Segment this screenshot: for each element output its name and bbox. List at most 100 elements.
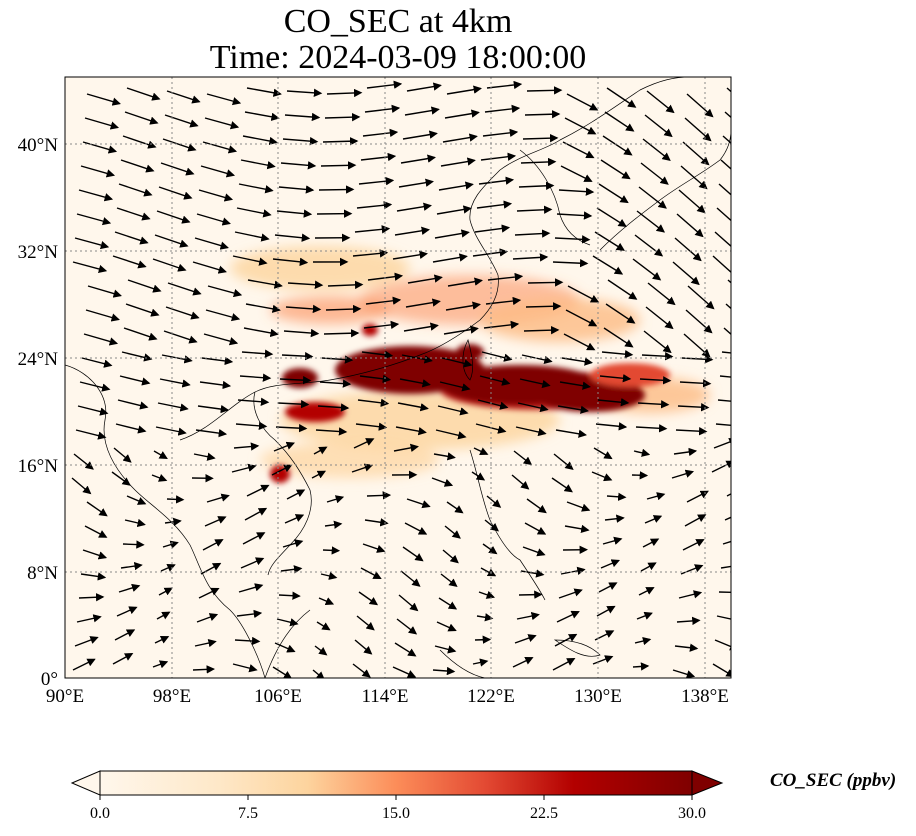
wind-arrow <box>484 519 499 532</box>
wind-arrow <box>483 320 520 329</box>
wind-arrow <box>198 189 234 202</box>
wind-arrow <box>442 549 459 564</box>
wind-arrow <box>636 611 653 620</box>
wind-arrow <box>206 493 230 503</box>
wind-arrow <box>357 398 390 407</box>
wind-arrow <box>486 80 523 90</box>
wind-arrow <box>197 404 230 414</box>
wind-arrow <box>678 189 706 214</box>
wind-arrow <box>472 658 489 667</box>
wind-arrow <box>711 460 731 473</box>
wind-arrow <box>436 621 457 632</box>
wind-arrow <box>602 536 623 545</box>
lat-tick-24: 24°N <box>18 349 59 370</box>
wind-arrow <box>637 400 670 409</box>
wind-arrow <box>276 618 299 627</box>
wind-arrow <box>478 176 515 185</box>
wind-arrow <box>674 237 702 262</box>
wind-arrow <box>604 514 625 523</box>
wind-arrow <box>526 498 547 514</box>
wind-arrow <box>672 261 700 286</box>
wind-arrow <box>599 374 632 383</box>
wind-arrow <box>680 165 708 190</box>
wind-arrow <box>714 231 731 248</box>
wind-arrow <box>671 469 695 479</box>
wind-arrow <box>684 117 712 142</box>
wind-arrow <box>640 562 657 572</box>
wind-arrow <box>397 402 429 412</box>
wind-arrow <box>240 557 265 569</box>
wind-arrow <box>607 279 638 300</box>
wind-arrow <box>673 447 698 457</box>
wind-arrow <box>284 112 321 122</box>
wind-arrow <box>156 210 191 224</box>
wind-arrow <box>286 88 323 98</box>
wind-arrow <box>236 609 263 619</box>
wind-arrow <box>476 200 513 209</box>
colorbar-tick-4: 30.0 <box>678 805 706 822</box>
wind-arrow <box>392 666 417 678</box>
wind-arrow <box>678 590 703 599</box>
wind-arrow <box>364 104 401 113</box>
wind-arrow <box>723 327 731 336</box>
wind-arrow <box>351 463 374 473</box>
wind-arrow <box>514 634 537 644</box>
wind-arrow <box>675 427 708 436</box>
wind-arrow <box>280 161 317 170</box>
wind-arrow <box>200 562 222 575</box>
wind-arrow <box>444 109 480 119</box>
wind-arrow <box>164 517 182 527</box>
wind-arrow <box>643 330 672 354</box>
wind-arrow <box>396 202 432 212</box>
wind-arrow <box>194 237 229 250</box>
wind-arrow <box>515 426 547 437</box>
wind-arrow <box>686 93 714 118</box>
wind-arrow <box>122 135 157 149</box>
colorbar-label: CO_SEC (ppbv) <box>770 770 897 791</box>
wind-arrow <box>632 662 650 671</box>
lon-tick-labels: 90°E 98°E 106°E 114°E 122°E 130°E 138°E <box>46 686 729 707</box>
wind-arrow <box>472 248 509 257</box>
wind-arrow <box>243 327 279 338</box>
wind-arrow <box>198 587 220 599</box>
wind-arrow <box>277 399 310 409</box>
colorbar-gradient <box>99 770 693 796</box>
lat-tick-8: 8°N <box>27 563 58 584</box>
wind-arrow <box>724 516 731 521</box>
wind-arrow <box>200 165 236 178</box>
wind-arrow <box>556 610 580 623</box>
map-frame <box>64 76 732 679</box>
wind-arrow <box>359 374 392 384</box>
wind-arrow <box>317 403 350 412</box>
wind-arrow <box>242 532 266 545</box>
wind-arrow <box>320 571 338 580</box>
wind-arrow <box>234 636 261 646</box>
wind-arrow <box>232 255 268 266</box>
wind-arrow <box>478 590 496 599</box>
wind-arrow <box>82 549 108 560</box>
lon-tick-114: 114°E <box>362 686 409 707</box>
wind-arrow <box>596 207 627 227</box>
wind-arrow <box>566 93 599 111</box>
colorbar-max-extend <box>691 770 724 796</box>
lat-tick-0: 0° <box>41 669 58 690</box>
wind-arrow <box>85 309 120 322</box>
wind-arrow <box>154 234 189 248</box>
wind-arrow <box>524 522 547 535</box>
wind-arrow <box>556 211 593 220</box>
lon-tick-122: 122°E <box>467 686 515 707</box>
wind-arrow <box>74 237 110 250</box>
lat-tick-40: 40°N <box>18 135 59 156</box>
wind-arrow <box>358 591 379 606</box>
wind-arrow <box>78 593 105 602</box>
wind-arrow <box>720 565 731 569</box>
wind-arrow <box>360 152 397 162</box>
lat-tick-16: 16°N <box>18 456 59 477</box>
wind-arrow <box>77 405 109 416</box>
colorbar-tick-3: 22.5 <box>530 805 558 822</box>
wind-arrow <box>80 165 116 178</box>
wind-arrow <box>360 567 382 580</box>
wind-arrow <box>282 136 319 146</box>
wind-arrow <box>366 80 403 89</box>
wind-arrow <box>437 405 469 416</box>
